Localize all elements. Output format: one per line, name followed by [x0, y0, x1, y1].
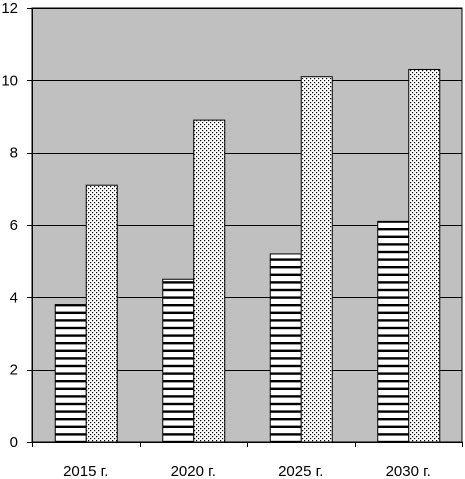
y-tick-label-6: 12 — [1, 0, 18, 17]
bar-series-2-1 — [193, 119, 226, 443]
y-tick-label-5: 10 — [1, 72, 18, 89]
y-tick-label-1: 2 — [10, 362, 18, 379]
bar-series-2-2 — [300, 76, 333, 443]
x-category-label-2: 2025 г. — [278, 463, 323, 479]
bar-series-1-2 — [269, 253, 302, 443]
y-tick-label-4: 8 — [10, 145, 18, 162]
y-tick-label-0: 0 — [10, 434, 18, 451]
bar-series-2-3 — [408, 68, 441, 443]
x-category-label-0: 2015 г. — [63, 463, 108, 479]
bar-series-1-1 — [162, 278, 195, 443]
y-tick-labels: 0 2 4 6 8 10 12 — [1, 0, 18, 451]
bar-series-2-0 — [85, 184, 118, 443]
bar-series-1-3 — [377, 220, 410, 443]
x-category-label-3: 2030 г. — [386, 463, 431, 479]
y-tick-label-3: 6 — [10, 217, 18, 234]
axes — [27, 8, 463, 447]
bars — [54, 68, 441, 443]
x-category-label-1: 2020 г. — [171, 463, 216, 479]
bar-series-1-0 — [54, 304, 87, 443]
x-category-labels: 2015 г. 2020 г. 2025 г. 2030 г. — [63, 463, 431, 479]
y-tick-label-2: 4 — [10, 289, 18, 306]
